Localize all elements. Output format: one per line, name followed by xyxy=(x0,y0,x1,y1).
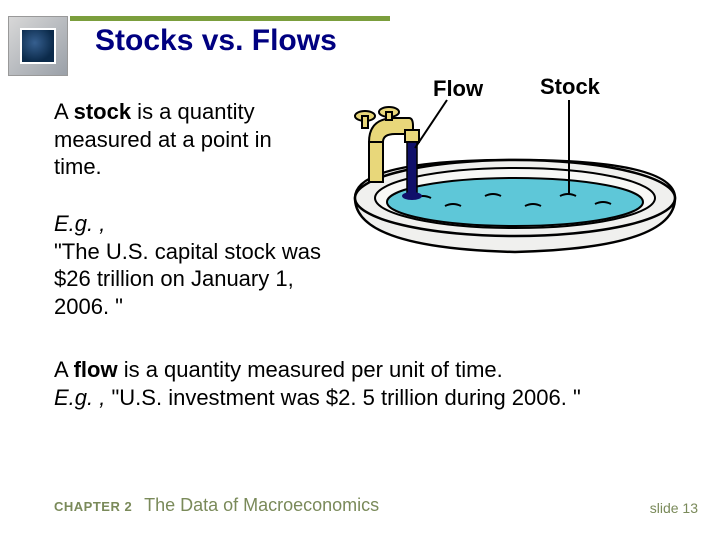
chapter-subtitle: The Data of Macroeconomics xyxy=(144,495,379,515)
bathtub-figure: Flow Stock xyxy=(335,80,695,270)
water-stream xyxy=(407,142,417,198)
slide-logo xyxy=(8,16,68,76)
slide-title: Stocks vs. Flows xyxy=(95,24,337,58)
slide-number: slide 13 xyxy=(650,500,698,516)
flow-pointer xyxy=(415,100,447,148)
logo-inner xyxy=(20,28,56,64)
eg1-text: "The U.S. capital stock was $26 trillion… xyxy=(54,239,321,319)
stock-label: Stock xyxy=(540,74,600,100)
stock-definition: A stock is a quantity measured at a poin… xyxy=(54,98,304,181)
def2-post: is a quantity measured per unit of time. xyxy=(118,357,503,382)
def1-bold: stock xyxy=(74,99,131,124)
def2-pre: A xyxy=(54,357,74,382)
bathtub-svg xyxy=(335,98,695,278)
def1-pre: A xyxy=(54,99,74,124)
def2-bold: flow xyxy=(74,357,118,382)
stock-example: E.g. , "The U.S. capital stock was $26 t… xyxy=(54,210,339,320)
slide-footer: CHAPTER 2 The Data of Macroeconomics xyxy=(54,495,379,516)
eg1-label: E.g. , xyxy=(54,211,105,236)
eg2-label: E.g. , xyxy=(54,385,111,410)
accent-bar xyxy=(70,16,390,21)
flow-definition: A flow is a quantity measured per unit o… xyxy=(54,356,674,411)
splash xyxy=(402,192,422,200)
eg2-text: "U.S. investment was $2. 5 trillion duri… xyxy=(111,385,580,410)
chapter-label: CHAPTER 2 xyxy=(54,499,132,514)
